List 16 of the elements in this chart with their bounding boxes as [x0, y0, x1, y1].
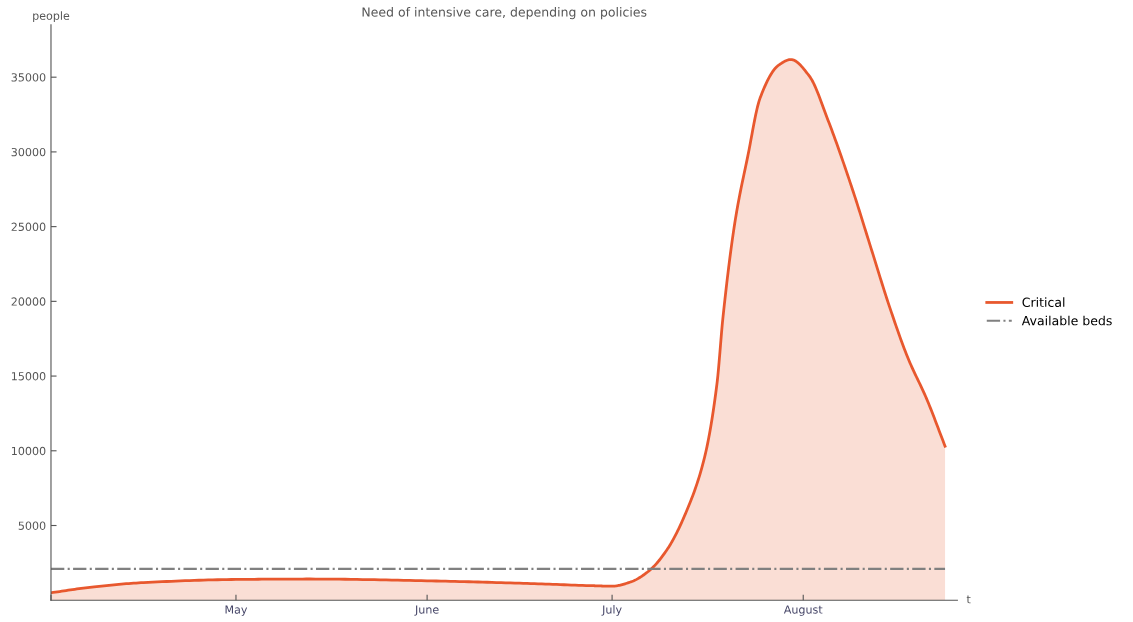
x-tick-label: June: [414, 605, 439, 616]
x-tick-label: August: [783, 605, 823, 616]
y-tick-label: 5000: [18, 521, 46, 530]
y-axis-title: people: [33, 11, 70, 22]
legend-label: Critical: [1022, 297, 1065, 308]
y-tick-label: 35000: [11, 73, 46, 82]
x-tick-label: July: [601, 605, 622, 616]
y-tick-label: 30000: [11, 147, 46, 157]
legend-label: Available beds: [1021, 315, 1112, 326]
x-tick-label: May: [225, 605, 248, 616]
chart-title: Need of intensive care, depending on policies: [362, 7, 647, 20]
y-tick-label: 25000: [11, 222, 46, 232]
x-axis-title: t: [966, 595, 971, 604]
y-tick-label: 15000: [12, 372, 46, 381]
y-tick-label: 20000: [11, 297, 46, 306]
y-tick-label: 10000: [12, 446, 46, 456]
